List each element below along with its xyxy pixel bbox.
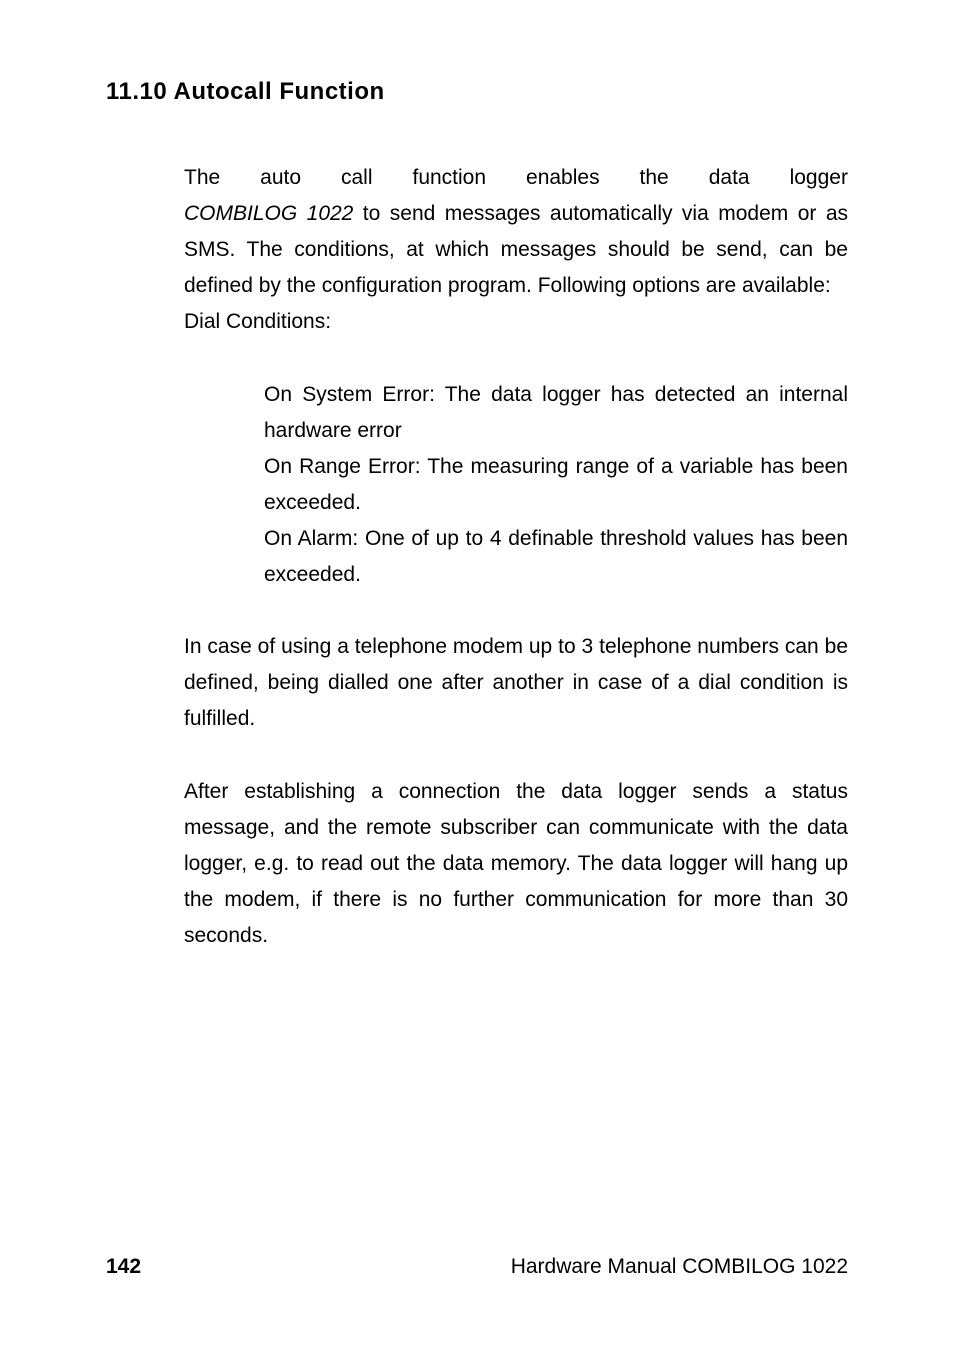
footer-title: Hardware Manual COMBILOG 1022 (511, 1255, 848, 1279)
device-name: COMBILOG 1022 (184, 202, 353, 225)
bullet-item: On Alarm: One of up to 4 definable thres… (264, 521, 848, 593)
w0: The (184, 160, 220, 196)
dial-conditions-label: Dial Conditions: (184, 304, 848, 340)
paragraph-3: After establishing a connection the data… (184, 774, 848, 955)
intro-line1: The auto call function enables the data … (184, 160, 848, 196)
w7: logger (790, 160, 848, 196)
paragraph-2: In case of using a telephone modem up to… (184, 629, 848, 737)
w1: auto (260, 160, 301, 196)
bullet-item: On Range Error: The measuring range of a… (264, 449, 848, 521)
w6: data (709, 160, 750, 196)
bullet-item: On System Error: The data logger has det… (264, 377, 848, 449)
w4: enables (526, 160, 600, 196)
page-footer: 142 Hardware Manual COMBILOG 1022 (106, 1255, 848, 1279)
body-content: The auto call function enables the data … (106, 160, 848, 954)
w3: function (412, 160, 486, 196)
w5: the (640, 160, 669, 196)
intro-paragraph: The auto call function enables the data … (184, 160, 848, 304)
page-number: 142 (106, 1255, 141, 1279)
section-heading: 11.10 Autocall Function (106, 78, 848, 106)
w2: call (341, 160, 373, 196)
bullet-list: On System Error: The data logger has det… (184, 377, 848, 594)
